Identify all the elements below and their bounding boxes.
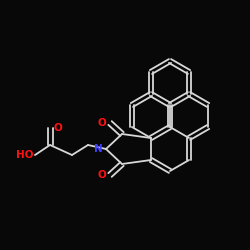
Text: O: O — [98, 118, 106, 128]
Text: N: N — [94, 144, 102, 154]
Text: O: O — [98, 170, 106, 180]
Text: O: O — [54, 123, 62, 133]
Text: HO: HO — [16, 150, 34, 160]
